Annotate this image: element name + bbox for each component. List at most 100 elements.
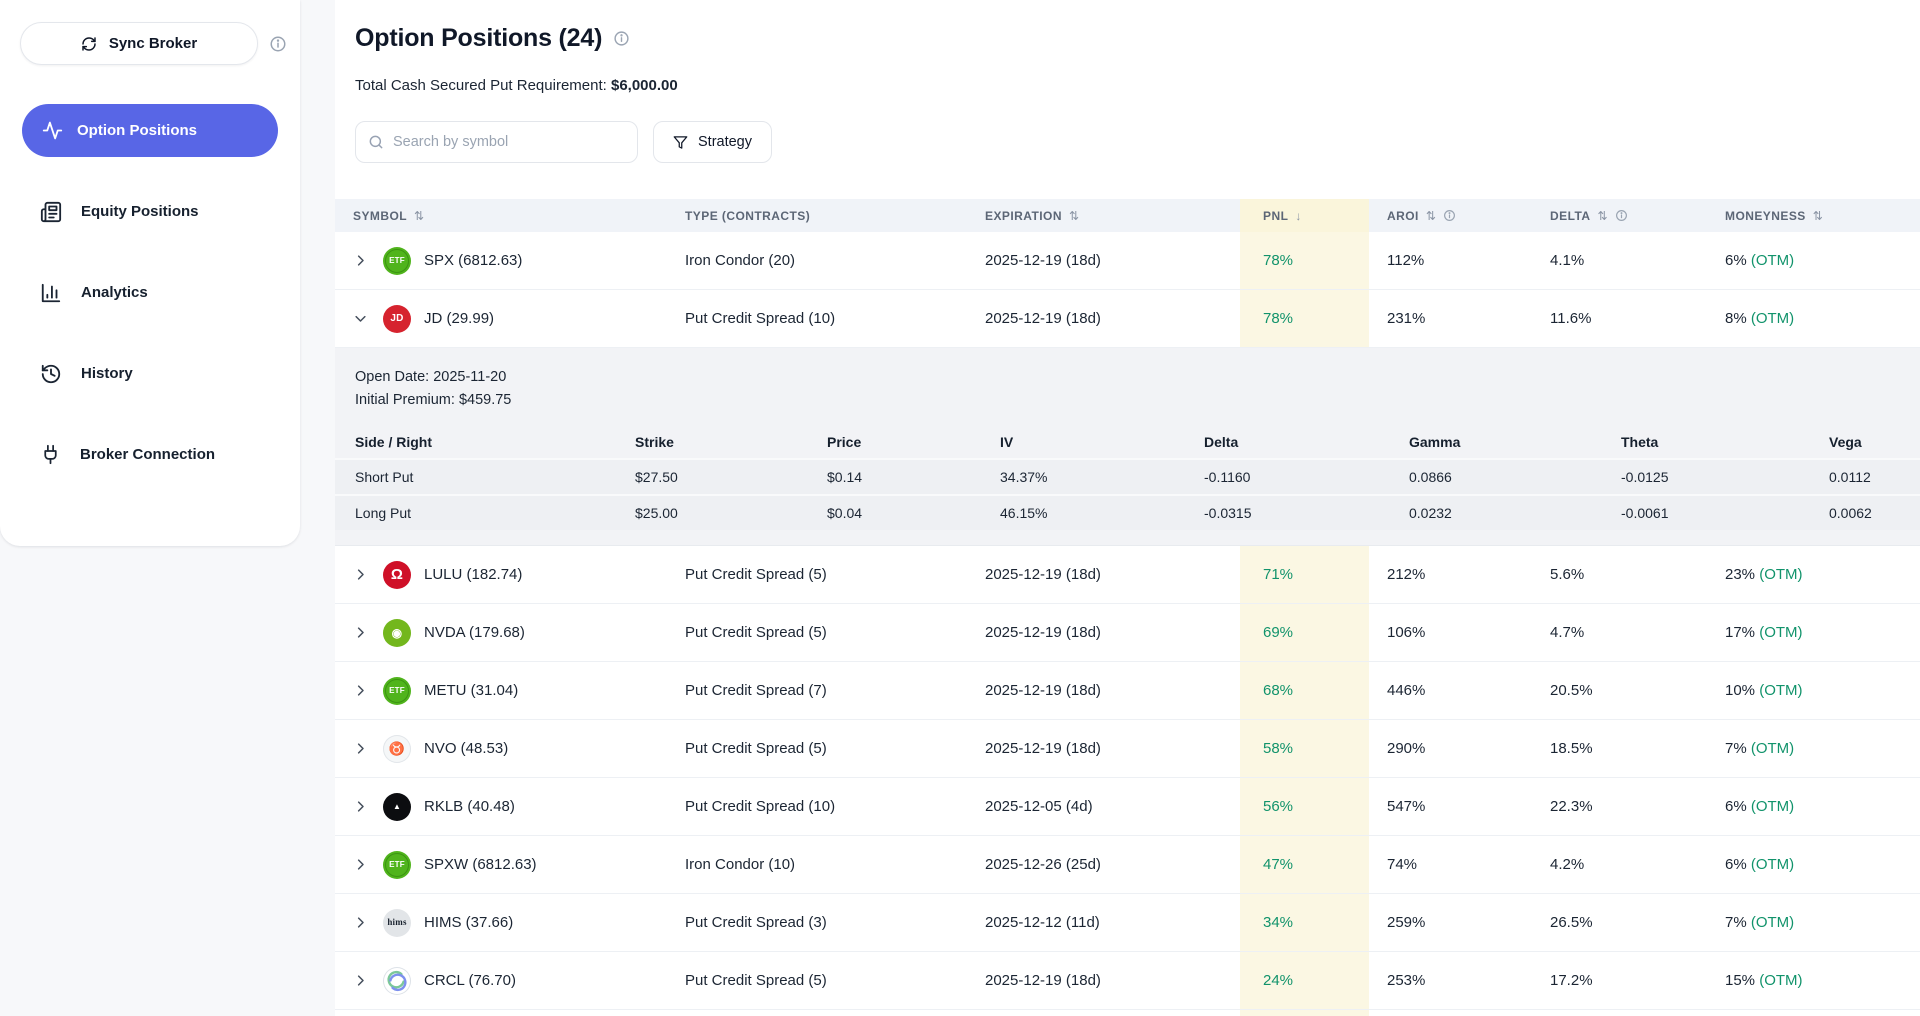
table-row[interactable]: CRCL (76.70) Put Credit Spread (5) 2025-… [335,952,1920,1010]
sidebar-item-history[interactable]: History [0,347,300,400]
col-aroi[interactable]: AROI ⇅ [1369,209,1532,223]
leg-delta: -0.0315 [1204,505,1252,521]
aroi-cell: 231% [1387,310,1426,327]
sidebar-item-broker-connection[interactable]: Broker Connection [0,428,300,481]
expiration-cell: 2025-12-12 (11d) [985,914,1100,931]
history-icon [40,363,62,385]
sidebar-item-label: Analytics [81,284,148,301]
symbol-label: HIMS (37.66) [424,914,514,931]
initial-premium-value: $459.75 [458,392,512,408]
leg-gamma: 0.0232 [1409,505,1452,521]
expiration-cell: 2025-12-19 (18d) [985,624,1101,641]
logo-jd: JD [383,304,411,333]
table-row[interactable]: ETF METU (31.04) Put Credit Spread (7) 2… [335,662,1920,720]
pnl-value: 56% [1263,798,1294,815]
pnl-value: 78% [1263,310,1294,327]
pnl-cell: 69% [1240,604,1369,661]
delta-cell: 4.1% [1550,252,1585,269]
leg-theta: -0.0061 [1621,505,1669,521]
page-title: Option Positions (24) [355,24,603,52]
type-cell: Put Credit Spread (5) [685,624,827,641]
sidebar-item-option-positions[interactable]: Option Positions [22,104,278,157]
sort-icon: ⇅ [1425,208,1437,223]
chevron-right-icon[interactable] [353,683,368,698]
chevron-right-icon[interactable] [353,253,368,268]
chevron-right-icon[interactable] [353,567,368,582]
leg-price: $0.04 [827,505,863,521]
search-input[interactable] [393,134,625,150]
logo-crcl [383,966,411,995]
moneyness-tag: (OTM) [1750,798,1795,815]
aroi-info-icon[interactable] [1443,209,1456,222]
delta-info-icon[interactable] [1615,209,1628,222]
delta-cell: 22.3% [1550,798,1593,815]
leg-delta: -0.1160 [1204,469,1251,485]
refresh-icon [81,36,97,52]
pnl-cell: 71% [1240,546,1369,603]
requirement-value: $6,000.00 [610,77,678,94]
col-symbol[interactable]: SYMBOL ⇅ [353,208,425,223]
option-leg-row: Short Put $27.50 $0.14 34.37% -0.1160 0.… [335,458,1920,494]
option-leg-row: Long Put $25.00 $0.04 46.15% -0.0315 0.0… [335,494,1920,530]
table-row[interactable]: ETF SPXW (6812.63) Iron Condor (10) 2025… [335,836,1920,894]
search-box [355,121,638,163]
leg-vega: 0.0112 [1829,469,1871,485]
moneyness-cell: 6% (OTM) [1707,798,1920,815]
positions-table: SYMBOL ⇅ TYPE (CONTRACTS) EXPIRATION ⇅ PNL… [335,199,1920,1016]
logo-spx: ETF [383,246,411,275]
col-moneyness[interactable]: MONEYNESS ⇅ [1725,208,1824,223]
logo-nvo: ♉ [383,734,411,763]
table-row[interactable]: ETF SPX (6812.63) Iron Condor (20) 2025-… [335,232,1920,290]
sync-broker-button[interactable]: Sync Broker [20,22,258,65]
detail-col-vega: Vega [1829,434,1862,450]
moneyness-cell: 7% (OTM) [1707,914,1920,931]
chevron-right-icon[interactable] [353,915,368,930]
pnl-cell: 58% [1240,720,1369,777]
detail-col-delta: Delta [1204,434,1239,450]
strategy-filter-button[interactable]: Strategy [653,121,772,163]
moneyness-tag: (OTM) [1759,566,1803,583]
aroi-cell: 547% [1387,798,1426,815]
table-row[interactable]: Ω LULU (182.74) Put Credit Spread (5) 20… [335,546,1920,604]
table-row[interactable]: JD JD (29.99) Put Credit Spread (10) 202… [335,290,1920,348]
table-row[interactable]: ▲ RKLB (40.48) Put Credit Spread (10) 20… [335,778,1920,836]
detail-col-strike: Strike [635,434,674,450]
chevron-right-icon[interactable] [353,625,368,640]
symbol-label: LULU (182.74) [424,566,523,583]
moneyness-tag: (OTM) [1750,310,1795,327]
table-row[interactable]: hims HIMS (37.66) Put Credit Spread (3) … [335,894,1920,952]
expiration-cell: 2025-12-19 (18d) [985,972,1101,989]
detail-col-price: Price [827,434,862,450]
type-cell: Put Credit Spread (10) [685,798,836,815]
leg-vega: 0.0062 [1829,505,1872,521]
leg-strike: $25.00 [635,505,678,521]
chevron-right-icon[interactable] [353,973,368,988]
leg-strike: $27.50 [635,469,678,485]
moneyness-cell: 6% (OTM) [1707,856,1920,873]
detail-col-gamma: Gamma [1409,434,1461,450]
col-delta[interactable]: DELTA ⇅ [1532,209,1707,223]
moneyness-tag: (OTM) [1750,252,1795,269]
title-info-icon[interactable] [613,30,630,47]
chevron-right-icon[interactable] [353,857,368,872]
col-pnl[interactable]: PNL ↓ [1240,199,1369,232]
plug-icon [40,444,61,465]
table-row[interactable]: ♉ NVO (48.53) Put Credit Spread (5) 2025… [335,720,1920,778]
sort-icon: ⇅ [1068,208,1080,223]
table-row[interactable]: ◉ NVDA (179.68) Put Credit Spread (5) 20… [335,604,1920,662]
chevron-right-icon[interactable] [353,799,368,814]
chevron-right-icon[interactable] [353,741,368,756]
sidebar-item-equity-positions[interactable]: Equity Positions [0,185,300,238]
chevron-down-icon[interactable] [353,311,368,326]
sidebar-item-analytics[interactable]: Analytics [0,266,300,319]
col-expiration[interactable]: EXPIRATION ⇅ [985,208,1080,223]
leg-side: Long Put [355,505,412,521]
sync-info-icon[interactable] [269,35,287,53]
symbol-label: CRCL (76.70) [424,972,516,989]
aroi-cell: 253% [1387,972,1426,989]
expiration-cell: 2025-12-19 (18d) [985,740,1101,757]
sidebar-nav: Option Positions Equity Positions Analyt… [0,104,300,481]
symbol-label: SPXW (6812.63) [424,856,537,873]
moneyness-value: 6% [1725,798,1747,815]
sort-icon: ⇅ [414,208,425,223]
